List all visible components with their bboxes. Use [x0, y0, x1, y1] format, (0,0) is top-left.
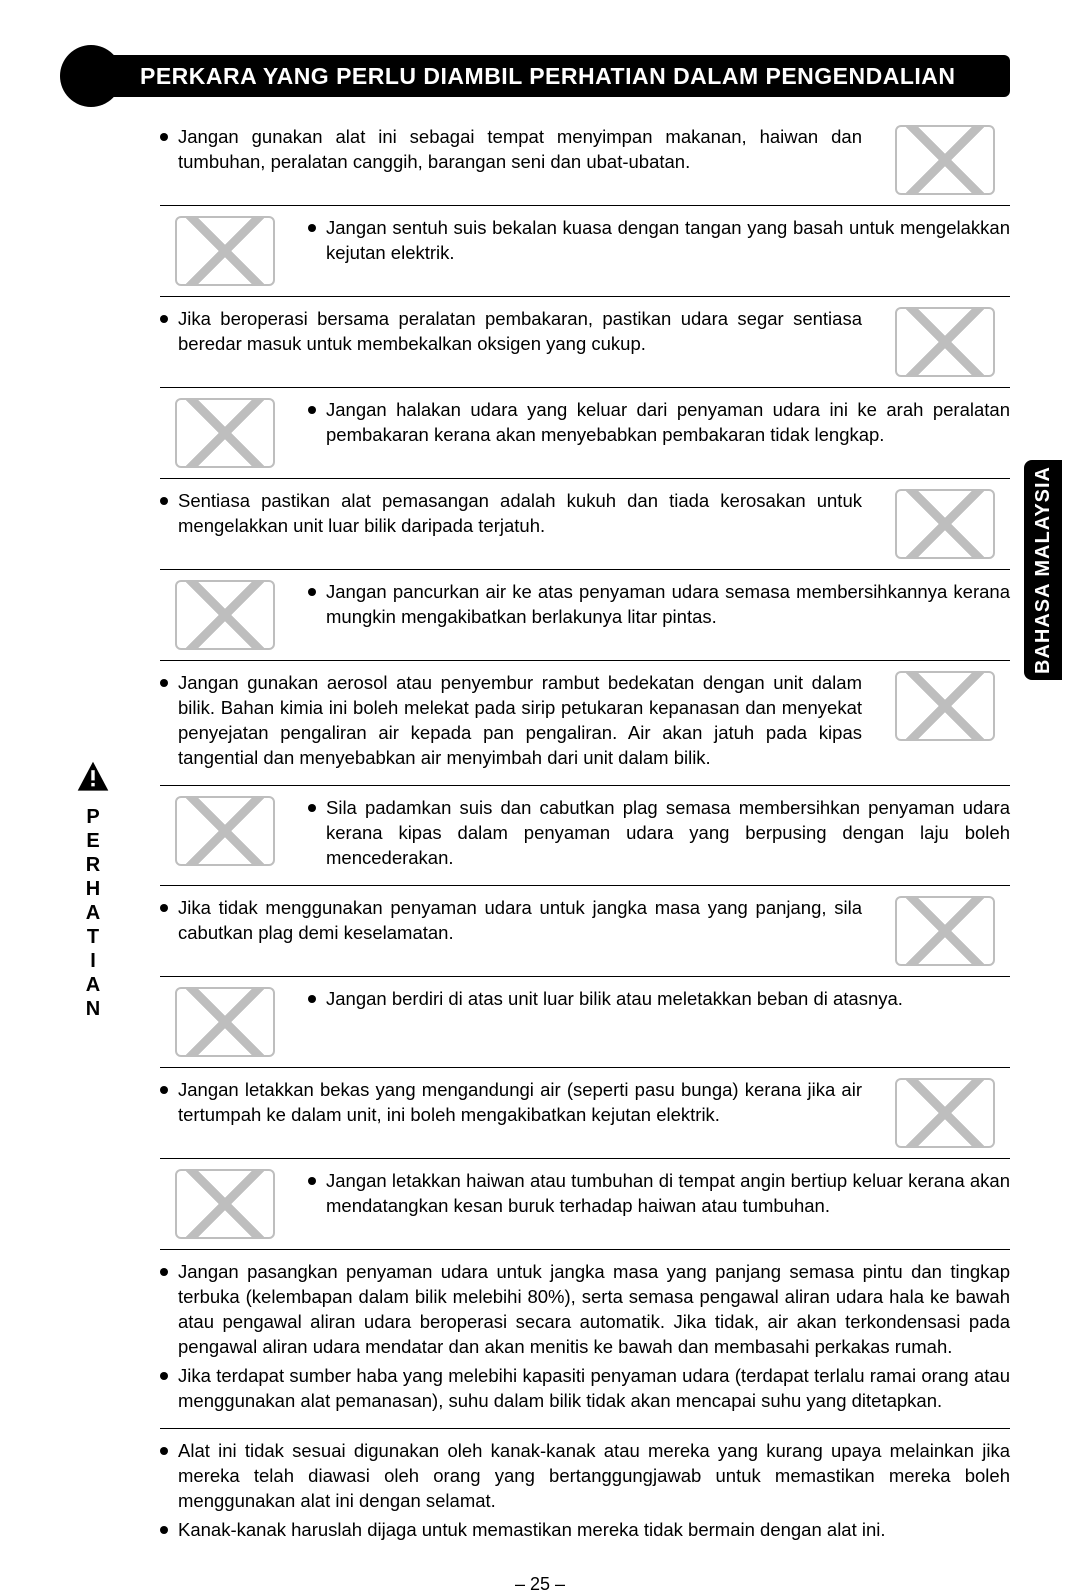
caution-text: Jangan sentuh suis bekalan kuasa dengan … — [308, 216, 1010, 270]
caution-illustration-icon — [160, 398, 290, 468]
illustration-placeholder-icon — [175, 216, 275, 286]
caution-text: Jangan gunakan alat ini sebagai tempat m… — [160, 125, 862, 179]
caution-text: Jangan pancurkan air ke atas penyaman ud… — [308, 580, 1010, 634]
section-header: PERKARA YANG PERLU DIAMBIL PERHATIAN DAL… — [70, 55, 1010, 97]
caution-bullet: Jangan pasangkan penyaman udara untuk ja… — [160, 1260, 1010, 1360]
caution-letter: A — [70, 973, 116, 997]
content-list: Jangan gunakan alat ini sebagai tempat m… — [160, 115, 1010, 1556]
caution-bullet: Jika tidak menggunakan penyaman udara un… — [160, 896, 862, 946]
caution-bullet: Jangan letakkan bekas yang mengandungi a… — [160, 1078, 862, 1128]
caution-bullet: Sentiasa pastikan alat pemasangan adalah… — [160, 489, 862, 539]
illustration-placeholder-icon — [175, 987, 275, 1057]
caution-illustration-icon — [880, 489, 1010, 559]
illustration-placeholder-icon — [175, 580, 275, 650]
caution-illustration-icon — [160, 216, 290, 286]
caution-bullet: Jangan pancurkan air ke atas penyaman ud… — [308, 580, 1010, 630]
illustration-placeholder-icon — [895, 307, 995, 377]
caution-bullet: Sila padamkan suis dan cabutkan plag sem… — [308, 796, 1010, 871]
caution-letter: E — [70, 829, 116, 853]
page-number: – 25 – — [70, 1574, 1010, 1595]
caution-letter: H — [70, 877, 116, 901]
caution-text: Jika tidak menggunakan penyaman udara un… — [160, 896, 862, 950]
caution-bullet: Jangan sentuh suis bekalan kuasa dengan … — [308, 216, 1010, 266]
caution-text: Jangan berdiri di atas unit luar bilik a… — [308, 987, 1010, 1016]
illustration-placeholder-icon — [895, 671, 995, 741]
illustration-placeholder-icon — [895, 489, 995, 559]
caution-bullet: Jangan berdiri di atas unit luar bilik a… — [308, 987, 1010, 1012]
caution-illustration-icon — [880, 671, 1010, 741]
caution-letter: T — [70, 925, 116, 949]
caution-text: Sila padamkan suis dan cabutkan plag sem… — [308, 796, 1010, 875]
caution-illustration-icon — [880, 1078, 1010, 1148]
caution-text: Jika beroperasi bersama peralatan pembak… — [160, 307, 862, 361]
caution-letter: I — [70, 949, 116, 973]
caution-letter: A — [70, 901, 116, 925]
caution-row: Alat ini tidak sesuai digunakan oleh kan… — [160, 1429, 1010, 1557]
caution-text: Jangan letakkan haiwan atau tumbuhan di … — [308, 1169, 1010, 1223]
caution-bullet: Jangan letakkan haiwan atau tumbuhan di … — [308, 1169, 1010, 1219]
caution-row: Jika beroperasi bersama peralatan pembak… — [160, 297, 1010, 388]
caution-illustration-icon — [880, 307, 1010, 377]
caution-bullet: Kanak-kanak haruslah dijaga untuk memast… — [160, 1518, 1010, 1543]
caution-bullet: Jika beroperasi bersama peralatan pembak… — [160, 307, 862, 357]
caution-letter: N — [70, 997, 116, 1021]
caution-row: Jangan pancurkan air ke atas penyaman ud… — [160, 570, 1010, 661]
caution-row: Sila padamkan suis dan cabutkan plag sem… — [160, 786, 1010, 886]
illustration-placeholder-icon — [895, 125, 995, 195]
illustration-placeholder-icon — [175, 398, 275, 468]
caution-row: Jangan letakkan bekas yang mengandungi a… — [160, 1068, 1010, 1159]
caution-illustration-icon — [160, 1169, 290, 1239]
caution-text: Jangan letakkan bekas yang mengandungi a… — [160, 1078, 862, 1132]
caution-row: Jangan halakan udara yang keluar dari pe… — [160, 388, 1010, 479]
caution-illustration-icon — [160, 987, 290, 1057]
caution-text: Jangan gunakan aerosol atau penyembur ra… — [160, 671, 862, 775]
caution-bullet: Jangan gunakan alat ini sebagai tempat m… — [160, 125, 862, 175]
caution-text: Jangan halakan udara yang keluar dari pe… — [308, 398, 1010, 452]
illustration-placeholder-icon — [175, 1169, 275, 1239]
illustration-placeholder-icon — [895, 896, 995, 966]
caution-row: Jangan sentuh suis bekalan kuasa dengan … — [160, 206, 1010, 297]
caution-row: Sentiasa pastikan alat pemasangan adalah… — [160, 479, 1010, 570]
caution-bullet: Jangan halakan udara yang keluar dari pe… — [308, 398, 1010, 448]
caution-text: Sentiasa pastikan alat pemasangan adalah… — [160, 489, 862, 543]
header-dot-icon — [60, 45, 122, 107]
caution-bullet: Jangan gunakan aerosol atau penyembur ra… — [160, 671, 862, 771]
caution-illustration-icon — [880, 896, 1010, 966]
left-caution-column: PERHATIAN — [70, 760, 116, 1021]
caution-row: Jangan berdiri di atas unit luar bilik a… — [160, 977, 1010, 1068]
language-tab-label: BAHASA MALAYSIA — [1032, 466, 1055, 674]
caution-bullet: Jika terdapat sumber haba yang melebihi … — [160, 1364, 1010, 1414]
caution-row: Jangan gunakan aerosol atau penyembur ra… — [160, 661, 1010, 786]
illustration-placeholder-icon — [175, 796, 275, 866]
header-title: PERKARA YANG PERLU DIAMBIL PERHATIAN DAL… — [140, 63, 956, 90]
caution-letter: P — [70, 805, 116, 829]
warning-triangle-icon — [76, 760, 110, 794]
caution-row: Jangan gunakan alat ini sebagai tempat m… — [160, 115, 1010, 206]
manual-page: BAHASA MALAYSIA PERKARA YANG PERLU DIAMB… — [0, 0, 1080, 1528]
caution-text: Alat ini tidak sesuai digunakan oleh kan… — [160, 1439, 1010, 1547]
caution-illustration-icon — [160, 796, 290, 866]
caution-bullet: Alat ini tidak sesuai digunakan oleh kan… — [160, 1439, 1010, 1514]
illustration-placeholder-icon — [895, 1078, 995, 1148]
caution-row: Jangan letakkan haiwan atau tumbuhan di … — [160, 1159, 1010, 1250]
caution-vertical-label: PERHATIAN — [70, 805, 116, 1021]
caution-illustration-icon — [880, 125, 1010, 195]
caution-row: Jika tidak menggunakan penyaman udara un… — [160, 886, 1010, 977]
caution-illustration-icon — [160, 580, 290, 650]
caution-letter: R — [70, 853, 116, 877]
language-tab: BAHASA MALAYSIA — [1024, 460, 1062, 680]
caution-row: Jangan pasangkan penyaman udara untuk ja… — [160, 1250, 1010, 1429]
caution-text: Jangan pasangkan penyaman udara untuk ja… — [160, 1260, 1010, 1418]
